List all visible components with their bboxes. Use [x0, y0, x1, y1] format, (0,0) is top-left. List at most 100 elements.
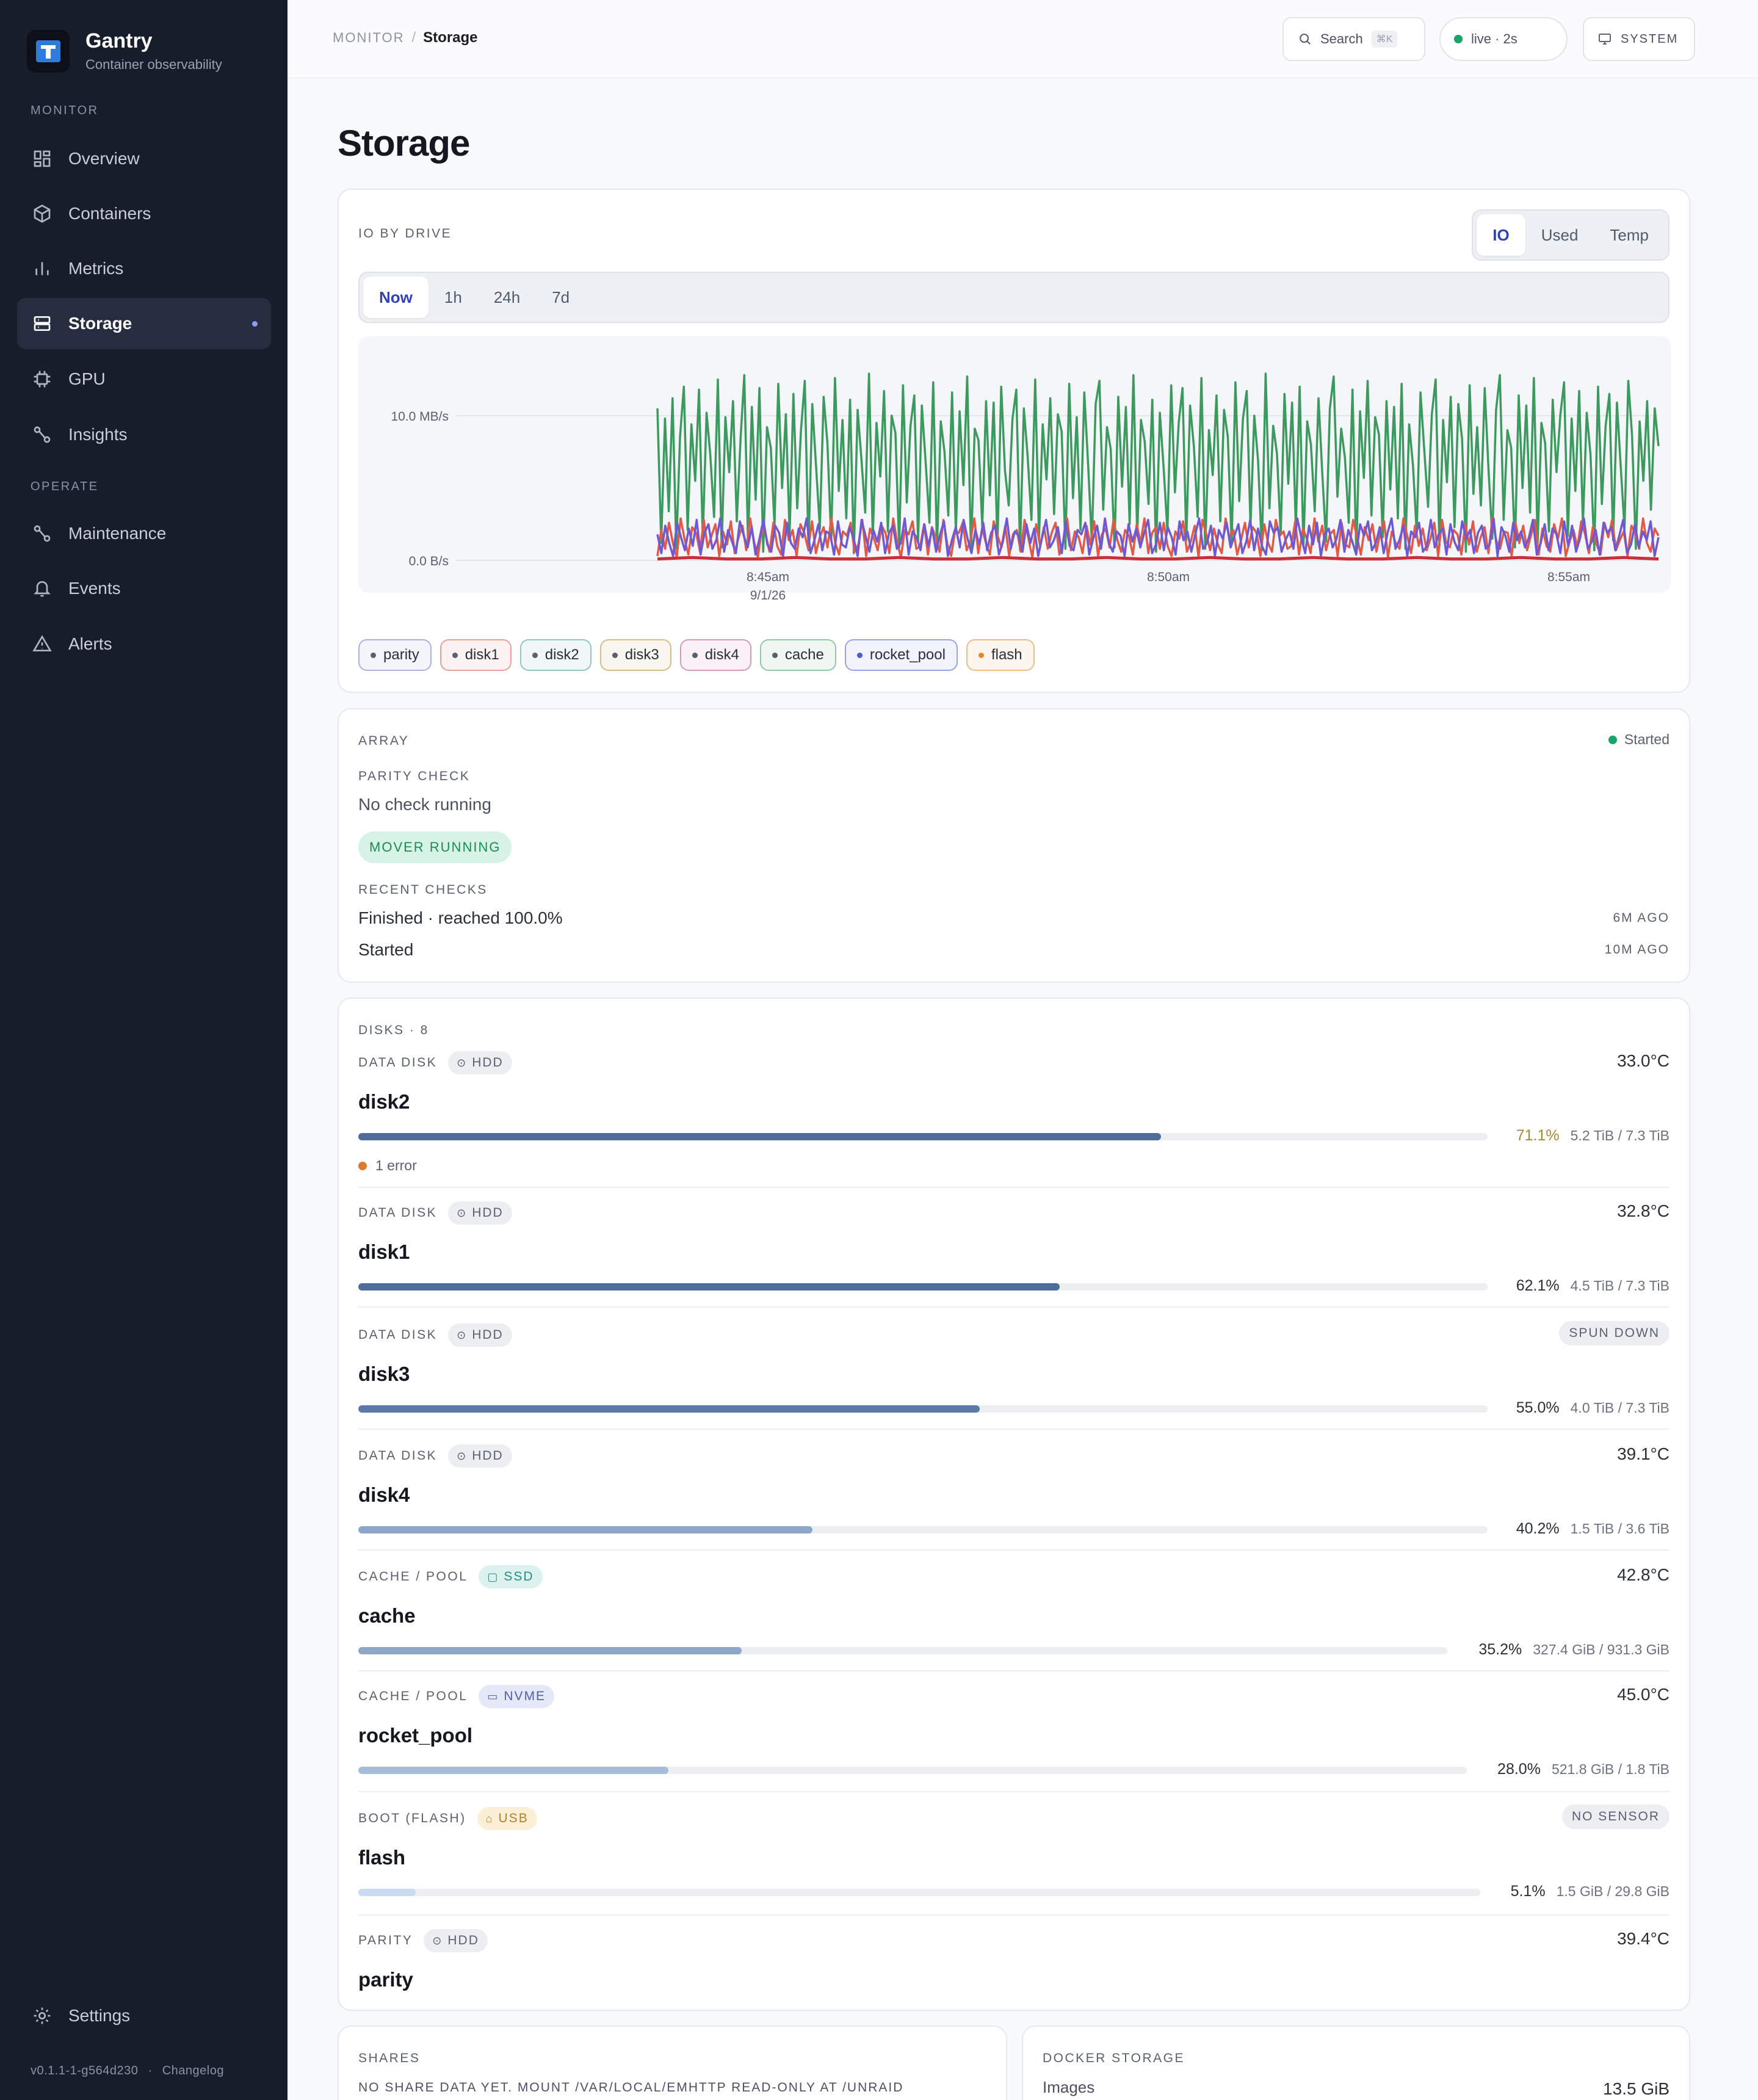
usage-size: 5.2 TiB / 7.3 TiB: [1570, 1128, 1669, 1143]
disk-row[interactable]: CACHE / POOL ▭ NVME 45.0°C rocket_pool 28.…: [358, 1685, 1669, 1779]
live-status-dot: [1454, 35, 1463, 43]
hdd-icon: ⊙: [432, 1934, 443, 1947]
ssd-icon: ▢: [487, 1570, 499, 1583]
disk-row[interactable]: PARITY ⊙ HDD 39.4°C parity: [358, 1929, 1669, 1991]
legend-dot: [612, 652, 618, 658]
sidebar-item-maintenance[interactable]: Maintenance: [17, 508, 271, 559]
sidebar-item-overview[interactable]: Overview: [17, 133, 271, 184]
row-divider: [358, 1791, 1669, 1792]
breadcrumb: MONITOR / Storage: [333, 29, 478, 46]
mode-tab-temp[interactable]: Temp: [1610, 225, 1649, 244]
app-name: Gantry: [85, 29, 153, 52]
x-date-label: 9/1/26: [750, 588, 786, 603]
range-tab-now[interactable]: Now: [363, 277, 429, 318]
disk-name: rocket_pool: [358, 1724, 473, 1747]
nav-section-monitor: MONITOR: [31, 104, 99, 117]
live-refresh-toggle[interactable]: live · 2s: [1439, 17, 1568, 61]
search-shortcut: ⌘K: [1371, 31, 1398, 48]
theme-system-button[interactable]: SYSTEM: [1583, 17, 1695, 61]
legend-label: disk3: [624, 646, 659, 663]
card-label: IO BY DRIVE: [358, 226, 452, 241]
disk-row[interactable]: DATA DISK ⊙ HDD SPUN DOWN disk3 55.0% 4.0 T…: [358, 1321, 1669, 1418]
disk-name: disk1: [358, 1240, 410, 1263]
x-tick-label: 8:55am: [1547, 570, 1590, 584]
disk-temperature: 33.0°C: [1617, 1051, 1669, 1070]
disk-row[interactable]: DATA DISK ⊙ HDD 39.1°C disk4 40.2% 1.5 TiB …: [358, 1444, 1669, 1538]
legend-label: disk4: [704, 646, 739, 663]
range-tab-24h[interactable]: 24h: [493, 288, 521, 306]
legend-chip-flash[interactable]: flash: [966, 639, 1035, 671]
range-tab-1h[interactable]: 1h: [444, 288, 462, 306]
sidebar-item-insights[interactable]: Insights: [17, 409, 271, 460]
disk-row[interactable]: BOOT (FLASH) ⌂ USB NO SENSOR flash 5.1% 1.5…: [358, 1805, 1669, 1901]
media-badge: ⊙ HDD: [448, 1444, 512, 1468]
legend-chip-disk1[interactable]: disk1: [440, 639, 512, 671]
sidebar-item-alerts[interactable]: Alerts: [17, 618, 271, 670]
nav-section-operate: OPERATE: [31, 480, 99, 493]
route-icon: [32, 424, 52, 445]
card-label: DOCKER STORAGE: [1043, 2051, 1185, 2065]
disk-error-indicator: 1 error: [358, 1157, 1669, 1174]
shares-empty-message: NO SHARE DATA YET. MOUNT /VAR/LOCAL/EMHT…: [358, 2080, 904, 2095]
usage-size: 327.4 GiB / 931.3 GiB: [1533, 1642, 1669, 1657]
sidebar-item-containers[interactable]: Containers: [17, 188, 271, 239]
sidebar-item-metrics[interactable]: Metrics: [17, 243, 271, 294]
sidebar-item-storage[interactable]: Storage: [17, 298, 271, 349]
warning-icon: [32, 634, 52, 654]
x-tick-label: 8:45am: [747, 570, 789, 584]
usage-bar-fill: [358, 1889, 416, 1896]
disk-row[interactable]: CACHE / POOL ▢ SSD 42.8°C cache 35.2% 327.4…: [358, 1565, 1669, 1659]
hdd-icon: ⊙: [457, 1328, 468, 1341]
disk-name: cache: [358, 1604, 416, 1627]
disk-row[interactable]: DATA DISK ⊙ HDD 33.0°C disk2 71.1% 5.2 TiB …: [358, 1051, 1669, 1174]
breadcrumb-parent[interactable]: MONITOR: [333, 30, 405, 45]
sidebar-item-settings[interactable]: Settings: [17, 1990, 271, 2041]
monitor-icon: [1597, 32, 1612, 46]
media-badge: ▭ NVME: [479, 1685, 555, 1708]
legend-chip-disk4[interactable]: disk4: [679, 639, 751, 671]
system-label: SYSTEM: [1621, 32, 1679, 46]
time-range-switch: Now 1h 24h 7d: [358, 272, 1669, 323]
legend-chip-disk2[interactable]: disk2: [519, 639, 591, 671]
usage-bar: 5.1% 1.5 GiB / 29.8 GiB: [358, 1883, 1669, 1901]
card-label: ARRAY: [358, 734, 410, 748]
usage-percent: 71.1%: [1516, 1127, 1560, 1144]
legend-chip-disk3[interactable]: disk3: [599, 639, 671, 671]
mode-tab-used[interactable]: Used: [1541, 225, 1579, 244]
search-button[interactable]: Search ⌘K: [1282, 17, 1425, 61]
search-icon: [1298, 32, 1312, 46]
legend-dot: [371, 652, 376, 658]
disk-state-badge: SPUN DOWN: [1559, 1321, 1669, 1345]
media-badge: ⊙ HDD: [424, 1929, 488, 1952]
sidebar-item-label: Overview: [68, 149, 140, 168]
brand[interactable]: Gantry Container observability: [27, 29, 222, 73]
route-icon: [32, 523, 52, 544]
storage-icon: [32, 313, 52, 334]
legend-chip-cache[interactable]: cache: [759, 639, 836, 671]
disk-type: PARITY: [358, 1933, 413, 1947]
disk-row[interactable]: DATA DISK ⊙ HDD 32.8°C disk1 62.1% 4.5 TiB …: [358, 1201, 1669, 1295]
media-badge: ▢ SSD: [479, 1565, 543, 1588]
sidebar-item-label: GPU: [68, 369, 106, 388]
chart-legend: parity disk1 disk2 disk3 disk4 cache rocket_po…: [358, 639, 1043, 671]
mode-tab-io[interactable]: IO: [1477, 214, 1525, 256]
usage-percent: 55.0%: [1516, 1399, 1560, 1416]
disk-name: parity: [358, 1968, 413, 1991]
hdd-icon: ⊙: [457, 1449, 468, 1462]
usage-bar-fill: [358, 1526, 812, 1533]
grid-icon: [32, 148, 52, 169]
sidebar-item-gpu[interactable]: GPU: [17, 353, 271, 405]
row-divider: [358, 1187, 1669, 1188]
range-tab-7d[interactable]: 7d: [552, 288, 570, 306]
legend-chip-parity[interactable]: parity: [358, 639, 432, 671]
search-label: Search: [1320, 31, 1363, 46]
page-title: Storage: [338, 123, 470, 164]
changelog-link[interactable]: Changelog: [162, 2064, 224, 2077]
y-tick-label: 0.0 B/s: [409, 554, 449, 568]
disk-name: flash: [358, 1846, 406, 1869]
usage-bar-fill: [358, 1133, 1162, 1140]
hdd-icon: ⊙: [457, 1056, 468, 1069]
app-subtitle: Container observability: [85, 57, 222, 72]
legend-chip-rocket_pool[interactable]: rocket_pool: [844, 639, 958, 671]
sidebar-item-events[interactable]: Events: [17, 563, 271, 614]
